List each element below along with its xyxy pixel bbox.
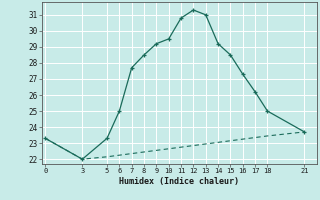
X-axis label: Humidex (Indice chaleur): Humidex (Indice chaleur) [119,177,239,186]
